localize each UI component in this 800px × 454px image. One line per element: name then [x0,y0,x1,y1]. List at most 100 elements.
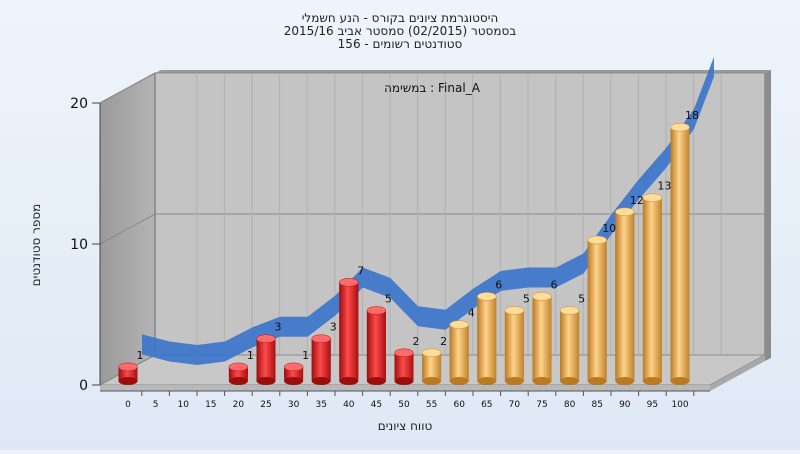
bar-top-100 [670,122,690,132]
bar-top-55 [421,348,442,358]
bar-top-65 [477,292,497,301]
x-tick-label-100: 100 [671,400,688,410]
bar-base-100 [670,377,690,385]
value-label-20: 1 [247,349,254,362]
bar-body-front-100 [670,127,690,377]
chart-title-line-3: סטודנטים רשומים - 156 [338,37,463,51]
bar-70 [504,306,525,385]
value-label-30: 1 [302,349,309,362]
grid-line-left-20 [99,72,156,104]
x-tick-label-60: 60 [453,400,465,410]
bar-base-55 [422,377,442,385]
value-label-85: 10 [602,222,616,235]
bar-body-front-25 [256,338,276,377]
bar-60 [449,320,469,385]
x-tick-label-15: 15 [205,400,216,410]
x-tick-label-35: 35 [315,400,326,410]
bars [118,122,690,385]
bar-body-front-85 [587,240,607,377]
x-tick-label-75: 75 [536,400,547,410]
value-label-50: 2 [413,335,420,348]
bar-body-front-45 [366,310,386,377]
x-tick-label-0: 0 [125,400,131,410]
bar-base-80 [560,377,580,385]
bar-100 [670,122,690,385]
x-tick-label-90: 90 [619,400,631,410]
bar-base-25 [256,377,276,385]
bar-base-20 [228,377,248,385]
x-tick-label-80: 80 [564,400,576,410]
chart-title-line-1: היסטוגרמת ציונים בקורס - הנע חשמלי [302,11,498,25]
x-tick-label-95: 95 [647,400,658,410]
bar-top-20 [228,362,249,372]
bar-body-front-30 [284,366,304,377]
chart-title-line-2: בסמסטר (02/2015) סמסטר אביב 2015/16 [284,24,516,38]
bar-30 [283,362,304,385]
chart-annotation: במשימה : Final_A [384,81,481,95]
bar-top-70 [504,306,525,315]
right-frame [765,70,771,361]
bar-25 [256,334,276,385]
value-label-25: 3 [275,321,282,334]
value-label-95: 13 [657,180,671,193]
value-label-45: 5 [385,293,392,306]
value-label-90: 12 [630,194,644,207]
bar-top-75 [532,292,552,301]
bar-body-front-35 [311,338,331,377]
floor-right-edge [710,355,765,391]
value-label-75: 6 [551,278,558,291]
y-tick-label-20: 20 [70,96,88,112]
y-tick-label-0: 0 [79,378,88,394]
bar-body-front-90 [615,211,635,377]
bar-body-front-95 [642,197,662,377]
bar-top-60 [449,320,469,329]
bar-0 [118,362,138,385]
value-label-0: 1 [137,349,144,362]
value-label-65: 6 [495,278,502,291]
bar-body-front-65 [477,296,497,377]
bar-65 [477,292,497,385]
bar-base-60 [449,377,469,385]
bar-top-85 [587,235,607,245]
bar-body-front-70 [504,310,524,377]
bar-35 [311,334,331,385]
bar-body-front-20 [228,366,248,377]
bar-body-front-40 [339,282,359,377]
x-tick-label-40: 40 [343,400,355,410]
bar-95 [642,193,663,385]
bar-base-45 [366,377,386,385]
x-tick-label-50: 50 [398,400,410,410]
bar-50 [394,348,414,385]
bar-base-75 [532,377,552,385]
bar-75 [532,292,552,385]
bar-top-25 [256,334,276,343]
bar-55 [421,348,442,385]
bar-top-30 [283,362,304,372]
bar-top-35 [311,334,331,343]
x-tick-label-5: 5 [153,400,159,410]
x-axis-label: טווח ציונים [378,419,433,433]
bar-top-95 [642,193,663,202]
bar-top-0 [118,362,138,372]
bar-base-70 [504,377,524,385]
value-label-35: 3 [330,321,337,334]
grid-line-left-10 [99,213,156,245]
bar-top-45 [366,306,387,315]
x-tick-label-70: 70 [509,400,521,410]
value-label-70: 5 [523,293,530,306]
x-tick-label-20: 20 [233,400,245,410]
value-label-60: 4 [468,307,475,320]
bar-85 [587,235,607,385]
bar-body-front-75 [532,296,552,377]
bar-20 [228,362,249,385]
bar-body-front-60 [449,324,469,377]
x-tick-label-65: 65 [481,400,492,410]
x-tick-label-10: 10 [177,400,189,410]
bar-top-80 [559,306,580,315]
bar-body-front-0 [118,366,138,377]
bar-base-90 [615,377,635,385]
bar-base-85 [587,377,607,385]
